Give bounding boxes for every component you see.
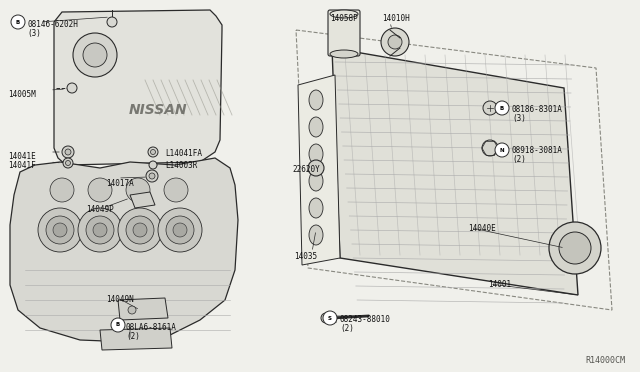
Circle shape: [321, 313, 331, 323]
Circle shape: [53, 223, 67, 237]
Circle shape: [158, 208, 202, 252]
Circle shape: [11, 15, 25, 29]
Text: 14010H: 14010H: [382, 14, 410, 23]
Circle shape: [495, 101, 509, 115]
Circle shape: [93, 223, 107, 237]
Circle shape: [63, 158, 73, 168]
Ellipse shape: [309, 144, 323, 164]
Text: (2): (2): [512, 155, 526, 164]
Text: 14035: 14035: [294, 252, 317, 261]
Circle shape: [86, 216, 114, 244]
Circle shape: [128, 306, 136, 314]
Text: 14041F: 14041F: [8, 161, 36, 170]
Text: (3): (3): [512, 114, 526, 123]
Circle shape: [166, 216, 194, 244]
Circle shape: [46, 216, 74, 244]
Circle shape: [173, 223, 187, 237]
Circle shape: [495, 143, 509, 157]
Text: 14049N: 14049N: [106, 295, 134, 304]
Circle shape: [126, 178, 150, 202]
Text: 14041E: 14041E: [8, 152, 36, 161]
Ellipse shape: [309, 90, 323, 110]
Circle shape: [150, 150, 156, 154]
FancyBboxPatch shape: [328, 10, 360, 56]
Circle shape: [62, 146, 74, 158]
Text: 14049P: 14049P: [86, 205, 114, 214]
Text: 08LA6-8161A: 08LA6-8161A: [126, 323, 177, 332]
Circle shape: [308, 160, 324, 176]
Circle shape: [133, 223, 147, 237]
Circle shape: [148, 147, 158, 157]
Text: NISSAN: NISSAN: [129, 103, 188, 117]
Ellipse shape: [330, 10, 358, 18]
Text: 14040E: 14040E: [468, 224, 496, 233]
Ellipse shape: [309, 117, 323, 137]
Text: 14017A: 14017A: [106, 179, 134, 188]
Polygon shape: [100, 328, 172, 350]
Text: B: B: [500, 106, 504, 110]
Text: 08146-6202H: 08146-6202H: [27, 20, 78, 29]
Circle shape: [118, 208, 162, 252]
Circle shape: [149, 161, 157, 169]
Text: 22620Y: 22620Y: [292, 165, 320, 174]
Circle shape: [83, 43, 107, 67]
Text: 08186-8301A: 08186-8301A: [512, 105, 563, 114]
Circle shape: [483, 101, 497, 115]
Text: S: S: [328, 315, 332, 321]
Text: N: N: [500, 148, 504, 153]
Circle shape: [73, 33, 117, 77]
Text: 08243-88010: 08243-88010: [340, 315, 391, 324]
Text: L14003R: L14003R: [165, 161, 197, 170]
Circle shape: [549, 222, 601, 274]
Polygon shape: [298, 75, 340, 265]
Circle shape: [78, 208, 122, 252]
Polygon shape: [130, 192, 155, 208]
Circle shape: [149, 173, 155, 179]
Circle shape: [88, 178, 112, 202]
Text: 14001: 14001: [488, 280, 511, 289]
Circle shape: [146, 170, 158, 182]
Circle shape: [38, 208, 82, 252]
Circle shape: [126, 216, 154, 244]
Polygon shape: [10, 158, 238, 342]
Ellipse shape: [309, 225, 323, 245]
Circle shape: [107, 17, 117, 27]
Polygon shape: [118, 298, 168, 320]
Circle shape: [111, 318, 125, 332]
Circle shape: [323, 311, 337, 325]
Polygon shape: [332, 48, 578, 295]
Circle shape: [388, 35, 402, 49]
Text: 14058P: 14058P: [330, 14, 358, 23]
Text: B: B: [16, 19, 20, 25]
Text: 08918-3081A: 08918-3081A: [512, 146, 563, 155]
Text: 14005M: 14005M: [8, 90, 36, 99]
Circle shape: [381, 28, 409, 56]
Text: B: B: [116, 323, 120, 327]
Circle shape: [559, 232, 591, 264]
Circle shape: [164, 178, 188, 202]
Text: L14041FA: L14041FA: [165, 149, 202, 158]
Ellipse shape: [330, 50, 358, 58]
Circle shape: [50, 178, 74, 202]
Circle shape: [67, 83, 77, 93]
Circle shape: [65, 149, 71, 155]
Circle shape: [65, 160, 70, 166]
Ellipse shape: [309, 171, 323, 191]
Ellipse shape: [309, 198, 323, 218]
Text: (2): (2): [126, 332, 140, 341]
Text: (2): (2): [340, 324, 354, 333]
Circle shape: [482, 140, 498, 156]
Text: (3): (3): [27, 29, 41, 38]
Polygon shape: [54, 10, 222, 165]
Text: R14000CM: R14000CM: [585, 356, 625, 365]
